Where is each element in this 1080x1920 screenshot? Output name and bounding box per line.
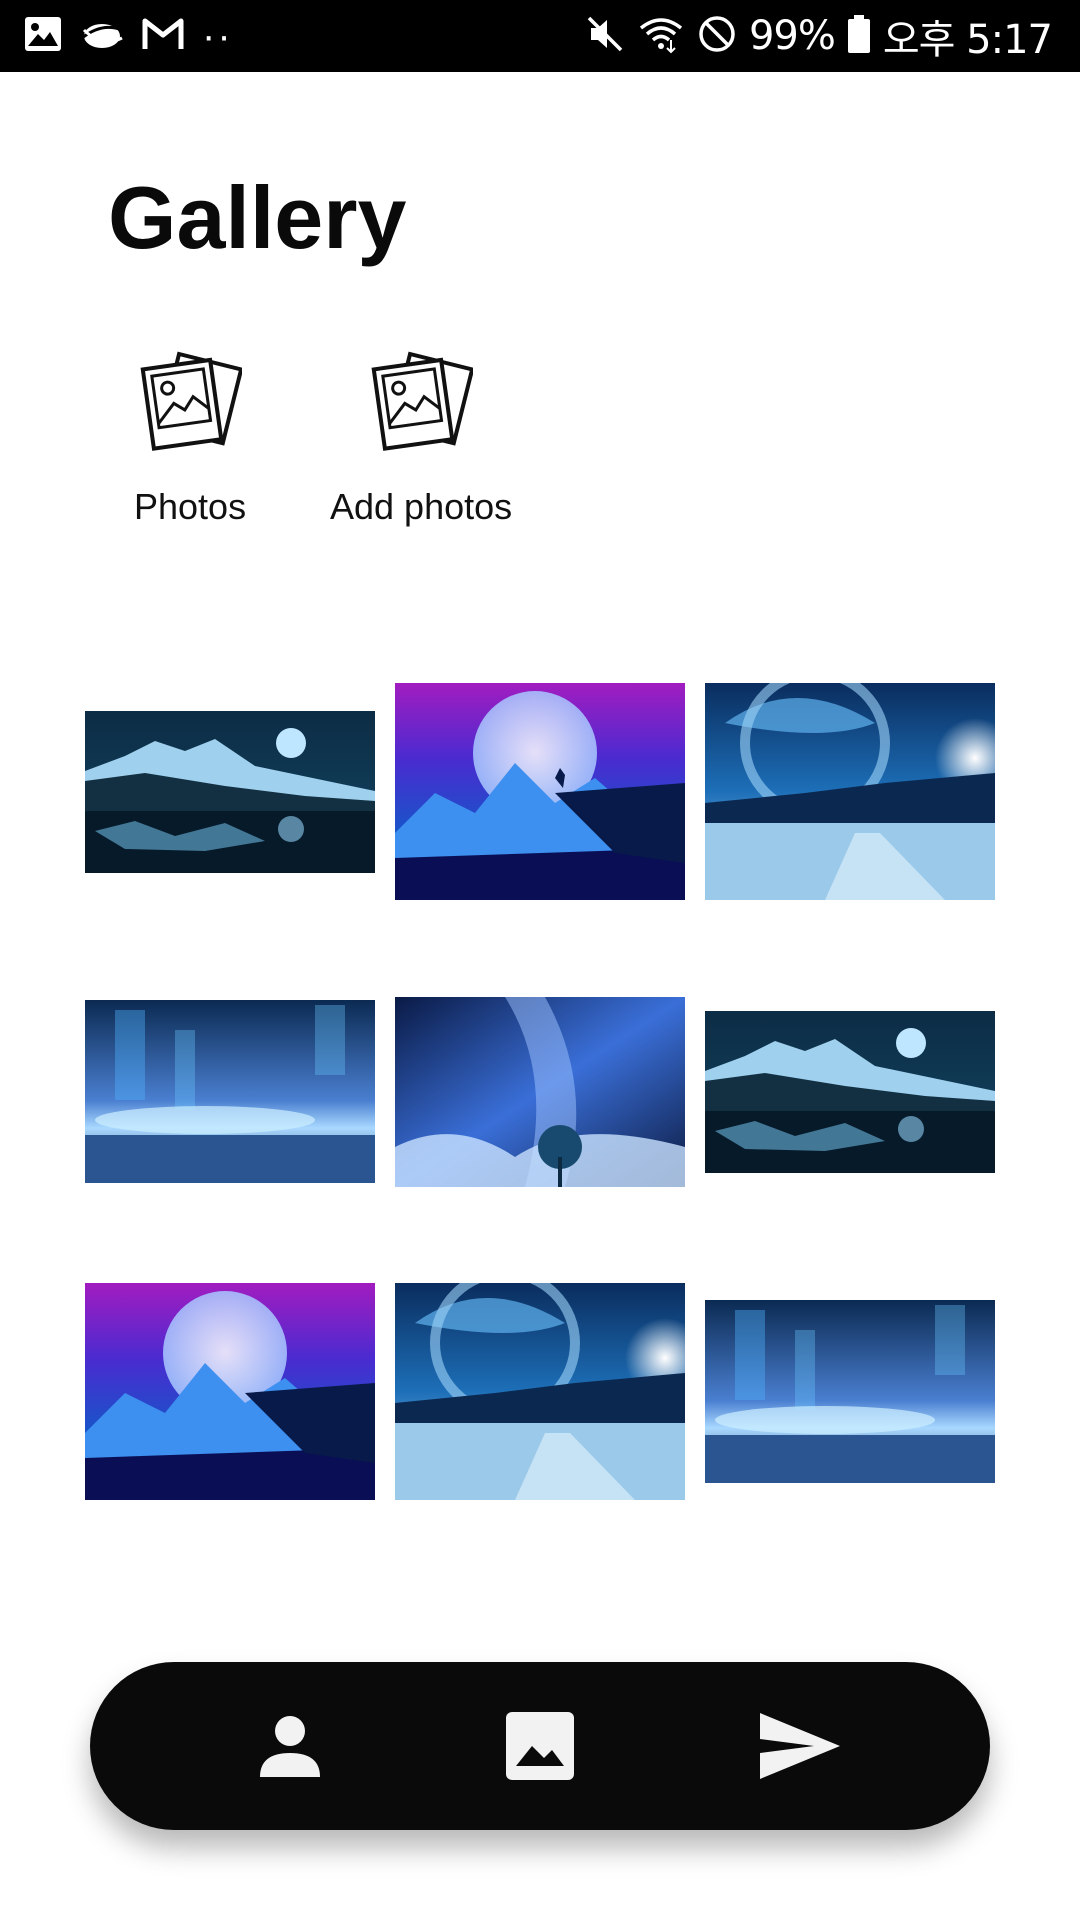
photos-icon — [140, 351, 243, 451]
gallery-item-1[interactable] — [85, 711, 375, 873]
gallery-item-6[interactable] — [705, 1011, 995, 1173]
wifi-icon — [637, 14, 685, 59]
notification-icons: ·· — [24, 14, 233, 58]
do-not-disturb-icon — [697, 14, 737, 59]
galaxy-tree-image — [395, 997, 685, 1187]
page-title: Gallery — [108, 168, 407, 267]
status-bar: ·· — [0, 0, 1080, 72]
aurora-sea-image — [705, 1300, 995, 1483]
person-icon — [260, 1716, 320, 1777]
gallery-item-7[interactable] — [85, 1283, 375, 1500]
image-icon — [506, 1712, 574, 1780]
add-photos-icon — [371, 351, 474, 451]
wolf-moon-image — [85, 1283, 375, 1500]
crescent-snow-image — [395, 1283, 685, 1500]
cloud-notification-icon — [80, 16, 124, 57]
gallery-item-2[interactable] — [395, 683, 685, 900]
moon-lake-image — [85, 711, 375, 873]
moon-lake-image — [705, 1011, 995, 1173]
gallery-item-5[interactable] — [395, 997, 685, 1187]
send-icon — [760, 1713, 840, 1779]
more-notifications-icon: ·· — [202, 14, 233, 58]
aurora-sea-image — [85, 1000, 375, 1183]
gallery-item-8[interactable] — [395, 1283, 685, 1500]
gallery-item-3[interactable] — [705, 683, 995, 900]
battery-percent: 99% — [748, 13, 836, 59]
wolf-moon-image — [395, 683, 685, 900]
system-icons: 99% 오후 5:17 — [585, 10, 1053, 63]
add-photos-button[interactable]: Add photos — [330, 350, 512, 528]
profile-nav-button[interactable] — [240, 1696, 340, 1796]
photos-button[interactable]: Photos — [134, 350, 246, 528]
clock: 오후 5:17 — [882, 17, 1053, 63]
gallery-notification-icon — [24, 16, 62, 57]
gallery-item-4[interactable] — [85, 1000, 375, 1183]
gallery-nav-button[interactable] — [490, 1696, 590, 1796]
gallery-item-9[interactable] — [705, 1300, 995, 1483]
crescent-snow-image — [705, 683, 995, 900]
send-nav-button[interactable] — [750, 1696, 850, 1796]
photos-label: Photos — [134, 486, 247, 527]
gmail-icon — [142, 17, 184, 56]
battery-icon — [847, 14, 871, 59]
bottom-navigation — [90, 1662, 990, 1830]
add-photos-label: Add photos — [330, 486, 513, 527]
mute-icon — [585, 14, 625, 59]
